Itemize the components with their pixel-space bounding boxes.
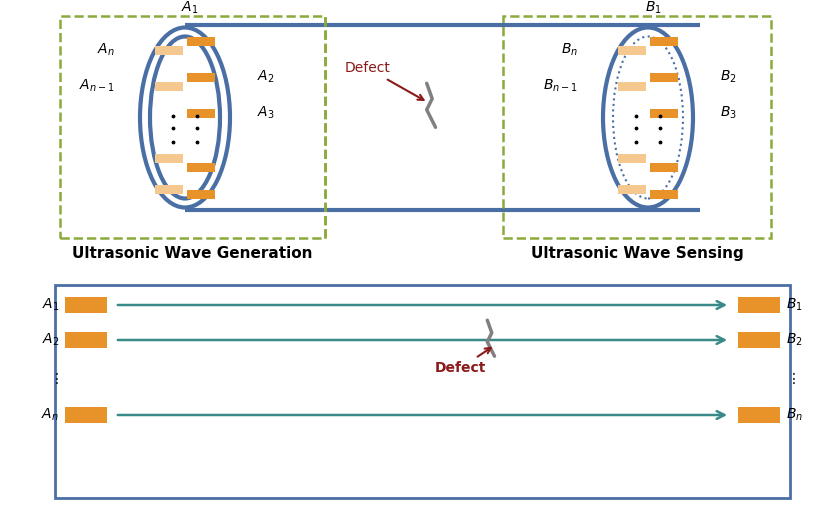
Text: $B_{n-1}$: $B_{n-1}$ xyxy=(543,78,578,94)
Text: $A_1$: $A_1$ xyxy=(181,0,199,16)
Bar xyxy=(65,407,107,423)
Text: $A_2$: $A_2$ xyxy=(257,69,275,85)
Ellipse shape xyxy=(613,37,683,199)
Text: $A_{n-1}$: $A_{n-1}$ xyxy=(79,78,115,94)
Bar xyxy=(187,72,215,82)
Text: $B_n$: $B_n$ xyxy=(786,407,803,423)
Text: $B_3$: $B_3$ xyxy=(720,105,737,121)
Text: $B_2$: $B_2$ xyxy=(786,332,802,348)
Bar xyxy=(65,332,107,348)
Bar xyxy=(187,190,215,199)
Text: Defect: Defect xyxy=(345,62,423,100)
Ellipse shape xyxy=(140,27,230,207)
Bar xyxy=(618,82,646,90)
Bar xyxy=(155,45,183,54)
Text: $A_1$: $A_1$ xyxy=(42,297,59,313)
Bar xyxy=(738,332,780,348)
Bar xyxy=(650,72,678,82)
Bar xyxy=(618,154,646,162)
Text: $A_n$: $A_n$ xyxy=(41,407,59,423)
Bar xyxy=(650,190,678,199)
Bar xyxy=(187,162,215,172)
Text: $B_2$: $B_2$ xyxy=(720,69,736,85)
Text: Defect: Defect xyxy=(435,348,491,375)
Text: $\vdots$: $\vdots$ xyxy=(786,371,796,386)
Text: $A_3$: $A_3$ xyxy=(257,105,275,121)
Text: Ultrasonic Wave Sensing: Ultrasonic Wave Sensing xyxy=(530,246,743,261)
Bar xyxy=(187,109,215,117)
Bar xyxy=(65,297,107,313)
Bar xyxy=(650,37,678,45)
Text: Ultrasonic Wave Generation: Ultrasonic Wave Generation xyxy=(73,246,313,261)
Ellipse shape xyxy=(150,37,220,199)
Text: $\vdots$: $\vdots$ xyxy=(49,371,59,386)
Bar xyxy=(155,154,183,162)
Text: $B_n$: $B_n$ xyxy=(561,42,578,58)
Bar xyxy=(155,185,183,194)
Bar xyxy=(738,297,780,313)
Text: $A_2$: $A_2$ xyxy=(42,332,59,348)
Bar xyxy=(155,82,183,90)
Text: $B_1$: $B_1$ xyxy=(645,0,661,16)
Bar xyxy=(618,185,646,194)
Bar xyxy=(187,37,215,45)
Bar xyxy=(618,45,646,54)
Ellipse shape xyxy=(603,27,693,207)
Text: $A_n$: $A_n$ xyxy=(97,42,115,58)
Text: $B_1$: $B_1$ xyxy=(786,297,802,313)
Bar xyxy=(650,109,678,117)
Bar xyxy=(738,407,780,423)
Bar xyxy=(650,162,678,172)
